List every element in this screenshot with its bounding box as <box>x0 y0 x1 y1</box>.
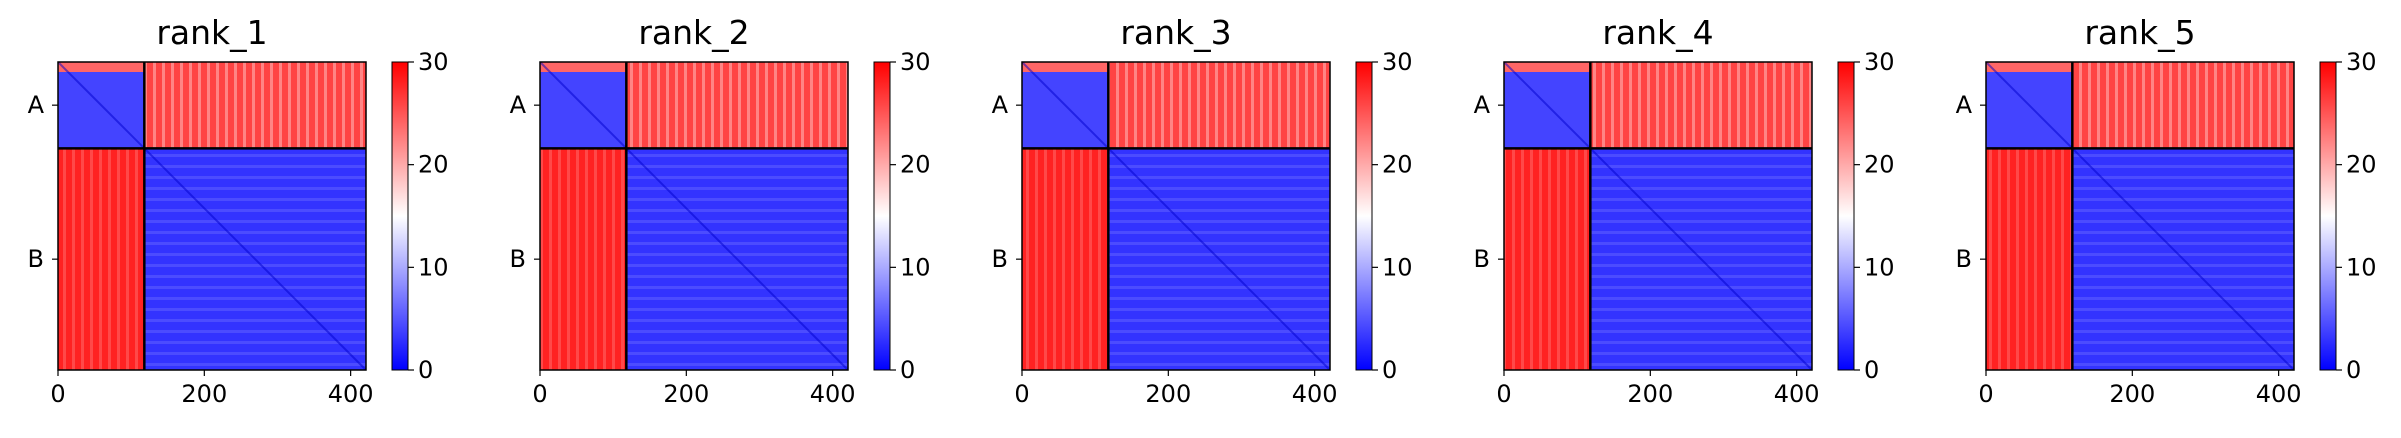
colorbar <box>392 62 408 370</box>
x-tick-label: 200 <box>663 380 709 408</box>
colorbar-tick-label: 0 <box>418 356 433 384</box>
block-B-A-texture <box>540 148 627 370</box>
y-tick-label: A <box>1956 91 1973 119</box>
colorbar-frame <box>2319 61 2337 371</box>
block-A-B-texture <box>1590 62 1812 149</box>
x-tick-label: 400 <box>328 380 374 408</box>
block-A-B-texture <box>626 62 848 149</box>
colorbar-tick-label: 10 <box>2346 253 2377 281</box>
colorbar <box>1838 62 1854 370</box>
colorbar-tick-label: 20 <box>418 151 449 179</box>
block-A-A-edge <box>540 62 627 72</box>
colorbar-tick-label: 20 <box>900 151 931 179</box>
diagonal-line <box>1021 61 1331 371</box>
x-tick-label: 0 <box>1978 380 1993 408</box>
y-tick-label: B <box>1474 245 1490 273</box>
panel-title: rank_2 <box>638 13 749 52</box>
x-tick-label: 400 <box>1292 380 1338 408</box>
colorbar-tick-label: 30 <box>2346 48 2377 76</box>
plot-frame <box>539 61 849 371</box>
colorbar-tick-label: 0 <box>900 356 915 384</box>
heatmap-panel-2: rank_2 A B 0 200 400 0 10 20 30 <box>510 13 931 408</box>
colorbar-tick-label: 10 <box>1864 253 1895 281</box>
diagonal-line <box>539 61 849 371</box>
colorbar-frame <box>1837 61 1855 371</box>
plot-frame <box>1021 61 1331 371</box>
colorbar-frame <box>873 61 891 371</box>
colorbar <box>1356 62 1372 370</box>
y-tick-label: B <box>1956 245 1972 273</box>
plot-frame <box>1503 61 1813 371</box>
block-A-A-edge <box>1022 62 1109 72</box>
colorbar-tick-label: 20 <box>1382 151 1413 179</box>
block-A-B-texture <box>144 62 366 149</box>
colorbar-tick-label: 0 <box>1864 356 1879 384</box>
x-tick-label: 200 <box>2109 380 2155 408</box>
y-tick-label: A <box>510 91 527 119</box>
colorbar <box>2320 62 2336 370</box>
heatmap-panel-1: rank_1 A B 0 200 400 0 10 20 30 <box>28 13 449 408</box>
x-tick-label: 200 <box>1627 380 1673 408</box>
plot-frame <box>57 61 367 371</box>
colorbar-tick-label: 30 <box>900 48 931 76</box>
colorbar-tick-label: 10 <box>900 253 931 281</box>
block-B-A-texture <box>1986 148 2073 370</box>
diagonal-line <box>1503 61 1813 371</box>
x-tick-label: 400 <box>1774 380 1820 408</box>
colorbar-tick-label: 0 <box>1382 356 1397 384</box>
block-A-A-edge <box>1986 62 2073 72</box>
colorbar-tick-label: 30 <box>418 48 449 76</box>
x-tick-label: 0 <box>1496 380 1511 408</box>
colorbar-tick-label: 10 <box>418 253 449 281</box>
block-A-B-texture <box>1108 62 1330 149</box>
panel-title: rank_4 <box>1602 13 1713 52</box>
block-A-A-edge <box>58 62 145 72</box>
colorbar-tick-label: 10 <box>1382 253 1413 281</box>
x-tick-label: 400 <box>2256 380 2302 408</box>
y-tick-label: A <box>1474 91 1491 119</box>
colorbar-tick-label: 20 <box>2346 151 2377 179</box>
x-tick-label: 200 <box>1145 380 1191 408</box>
x-tick-label: 400 <box>810 380 856 408</box>
colorbar-tick-label: 0 <box>2346 356 2361 384</box>
diagonal-line <box>57 61 367 371</box>
colorbar-frame <box>391 61 409 371</box>
panel-title: rank_3 <box>1120 13 1231 52</box>
block-B-A-texture <box>1022 148 1109 370</box>
plot-frame <box>1985 61 2295 371</box>
x-tick-label: 0 <box>1014 380 1029 408</box>
colorbar-tick-label: 30 <box>1382 48 1413 76</box>
colorbar-tick-label: 30 <box>1864 48 1895 76</box>
y-tick-label: A <box>28 91 45 119</box>
panel-title: rank_1 <box>156 13 267 52</box>
y-tick-label: B <box>992 245 1008 273</box>
y-tick-label: B <box>28 245 44 273</box>
x-tick-label: 0 <box>50 380 65 408</box>
y-tick-label: A <box>992 91 1009 119</box>
block-B-A-texture <box>58 148 145 370</box>
colorbar-tick-label: 20 <box>1864 151 1895 179</box>
heatmap-panel-3: rank_3 A B 0 200 400 0 10 20 30 <box>992 13 1413 408</box>
block-A-B-texture <box>2072 62 2294 149</box>
heatmap-panel-4: rank_4 A B 0 200 400 0 10 20 30 <box>1474 13 1895 408</box>
block-B-A-texture <box>1504 148 1591 370</box>
colorbar <box>874 62 890 370</box>
diagonal-line <box>1985 61 2295 371</box>
block-A-A-edge <box>1504 62 1591 72</box>
x-tick-label: 0 <box>532 380 547 408</box>
x-tick-label: 200 <box>181 380 227 408</box>
panel-title: rank_5 <box>2084 13 2195 52</box>
colorbar-frame <box>1355 61 1373 371</box>
y-tick-label: B <box>510 245 526 273</box>
heatmap-panel-5: rank_5 A B 0 200 400 0 10 20 30 <box>1956 13 2377 408</box>
